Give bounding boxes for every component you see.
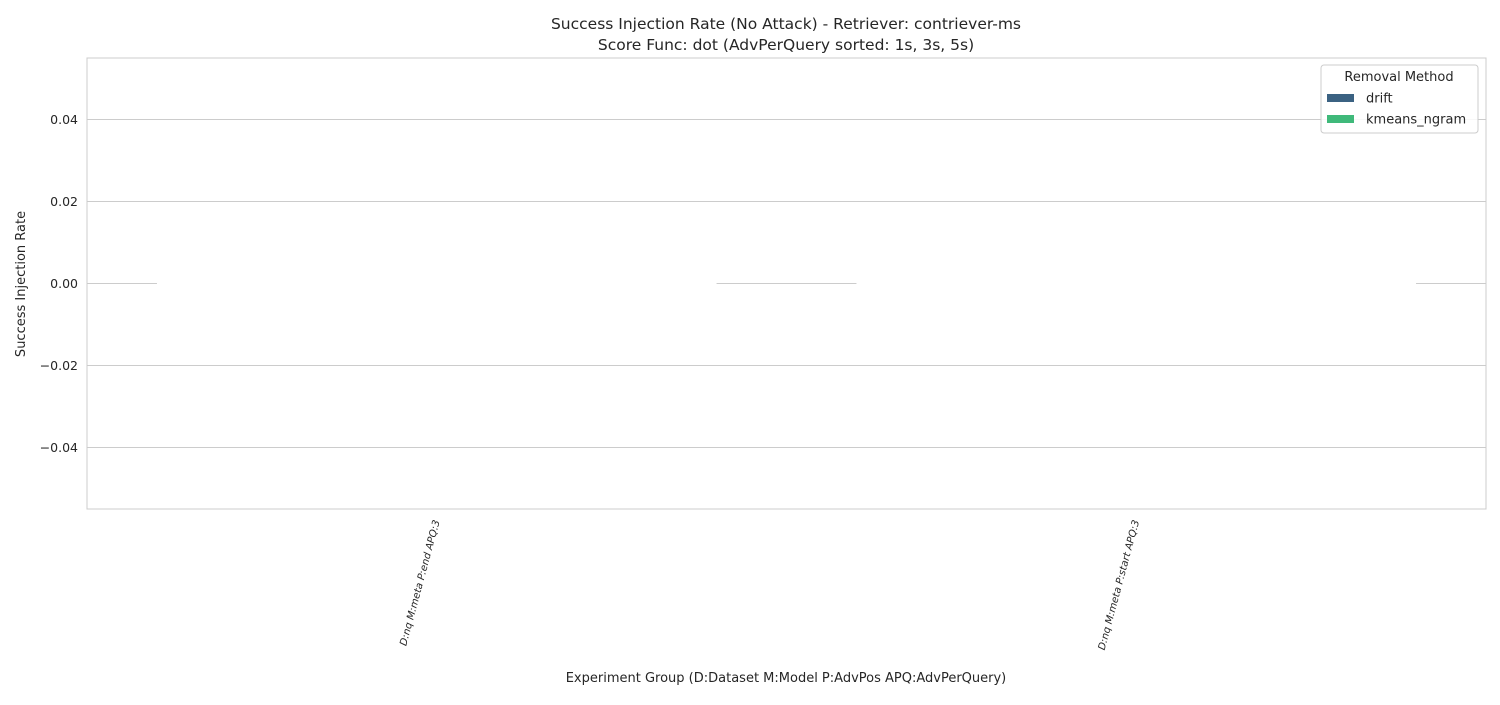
y-tick-label: −0.04 bbox=[40, 440, 78, 455]
y-tick-label: 0.04 bbox=[50, 112, 78, 127]
x-axis-ticks: D:nq M:meta P:end APQ:3 D:nq M:meta P:sta… bbox=[398, 519, 1142, 651]
legend-swatch-drift bbox=[1327, 94, 1354, 102]
plot-area-frame bbox=[86, 57, 1487, 510]
bars bbox=[156, 282, 1417, 285]
legend-swatch-kmeans_ngram bbox=[1327, 115, 1354, 123]
y-axis-ticks: −0.04 −0.02 0.00 0.02 0.04 bbox=[40, 112, 78, 455]
x-tick-label: D:nq M:meta P:end APQ:3 bbox=[398, 519, 442, 647]
legend-entries: drift kmeans_ngram bbox=[1327, 92, 1466, 128]
legend-label-drift: drift bbox=[1366, 92, 1393, 107]
legend-label-kmeans_ngram: kmeans_ngram bbox=[1366, 113, 1466, 128]
y-axis-label: Success Injection Rate bbox=[14, 211, 29, 357]
legend-frame bbox=[1320, 64, 1479, 134]
legend-title: Removal Method bbox=[1344, 70, 1453, 85]
y-tick-label: 0.02 bbox=[50, 194, 78, 209]
chart-title-line1: Success Injection Rate (No Attack) - Ret… bbox=[551, 15, 1021, 33]
x-tick-label: D:nq M:meta P:start APQ:3 bbox=[1097, 519, 1142, 651]
y-tick-label: 0.00 bbox=[50, 276, 78, 291]
x-axis-label: Experiment Group (D:Dataset M:Model P:Ad… bbox=[566, 671, 1007, 686]
chart-title-line2: Score Func: dot (AdvPerQuery sorted: 1s,… bbox=[598, 36, 974, 54]
bar-group-baseline bbox=[856, 282, 1417, 285]
y-tick-label: −0.02 bbox=[40, 358, 78, 373]
bar-group-baseline bbox=[156, 282, 717, 285]
legend: Removal Method drift kmeans_ngram bbox=[1320, 64, 1479, 134]
